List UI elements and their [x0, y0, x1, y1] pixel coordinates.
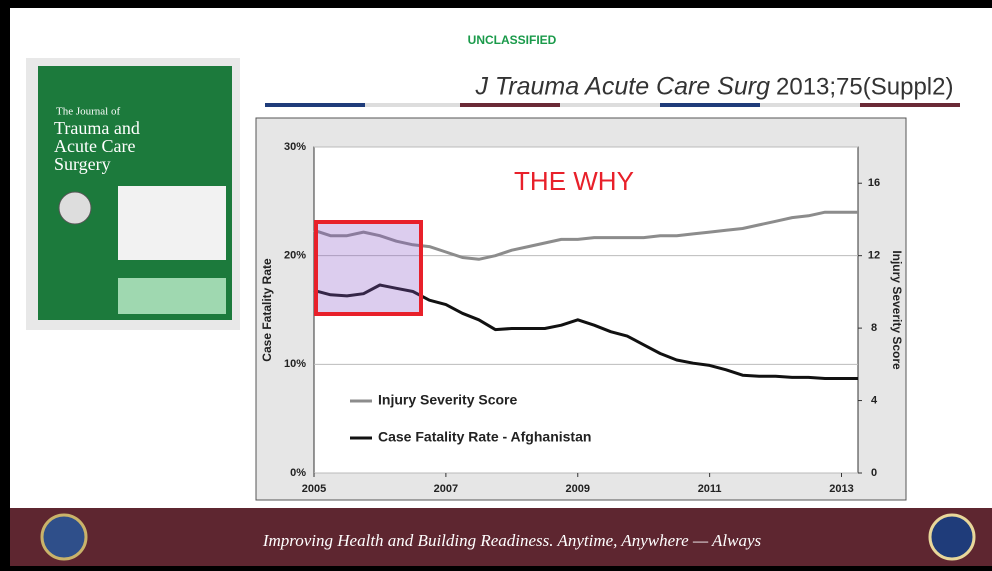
x-tick-label: 2007 — [434, 483, 458, 495]
legend-label: Injury Severity Score — [378, 392, 518, 408]
header-rule — [265, 103, 960, 107]
y2-tick-label: 4 — [871, 394, 878, 406]
cover-line: Surgery — [54, 154, 111, 174]
y-tick-label: 0% — [290, 467, 306, 479]
y-tick-label: 30% — [284, 141, 306, 153]
y2-tick-label: 12 — [868, 250, 880, 262]
highlight-box — [316, 222, 421, 314]
cover-line: Trauma and — [54, 118, 140, 138]
y2-tick-label: 8 — [871, 322, 877, 334]
y-axis-label: Case Fatality Rate — [260, 258, 274, 362]
x-tick-label: 2011 — [698, 483, 722, 495]
y2-tick-label: 16 — [868, 177, 880, 189]
legend-label: Case Fatality Rate - Afghanistan — [378, 429, 591, 445]
classification: UNCLASSIFIED — [468, 33, 557, 47]
footer-motto: Improving Health and Building Readiness.… — [262, 531, 762, 550]
footer-seal — [42, 515, 86, 559]
y2-axis-label: Injury Severity Score — [890, 250, 904, 370]
y2-tick-label: 0 — [871, 467, 877, 479]
footer-seal — [930, 515, 974, 559]
annotation: THE WHY — [514, 166, 634, 196]
y-tick-label: 10% — [284, 358, 306, 370]
slide: UNCLASSIFIED J Trauma Acute Care Surg 20… — [0, 0, 992, 566]
x-tick-label: 2009 — [566, 483, 590, 495]
cover-line: The Journal of — [56, 106, 120, 118]
journal-cover: The Journal of Trauma and Acute Care Sur… — [26, 58, 240, 330]
citation-issue: 2013;75(Suppl2) — [776, 73, 953, 100]
cover-line: Acute Care — [54, 136, 135, 156]
x-tick-label: 2005 — [302, 483, 326, 495]
citation-journal: J Trauma Acute Care Surg — [474, 73, 770, 101]
y-tick-label: 20% — [284, 250, 306, 262]
x-tick-label: 2013 — [829, 483, 853, 495]
